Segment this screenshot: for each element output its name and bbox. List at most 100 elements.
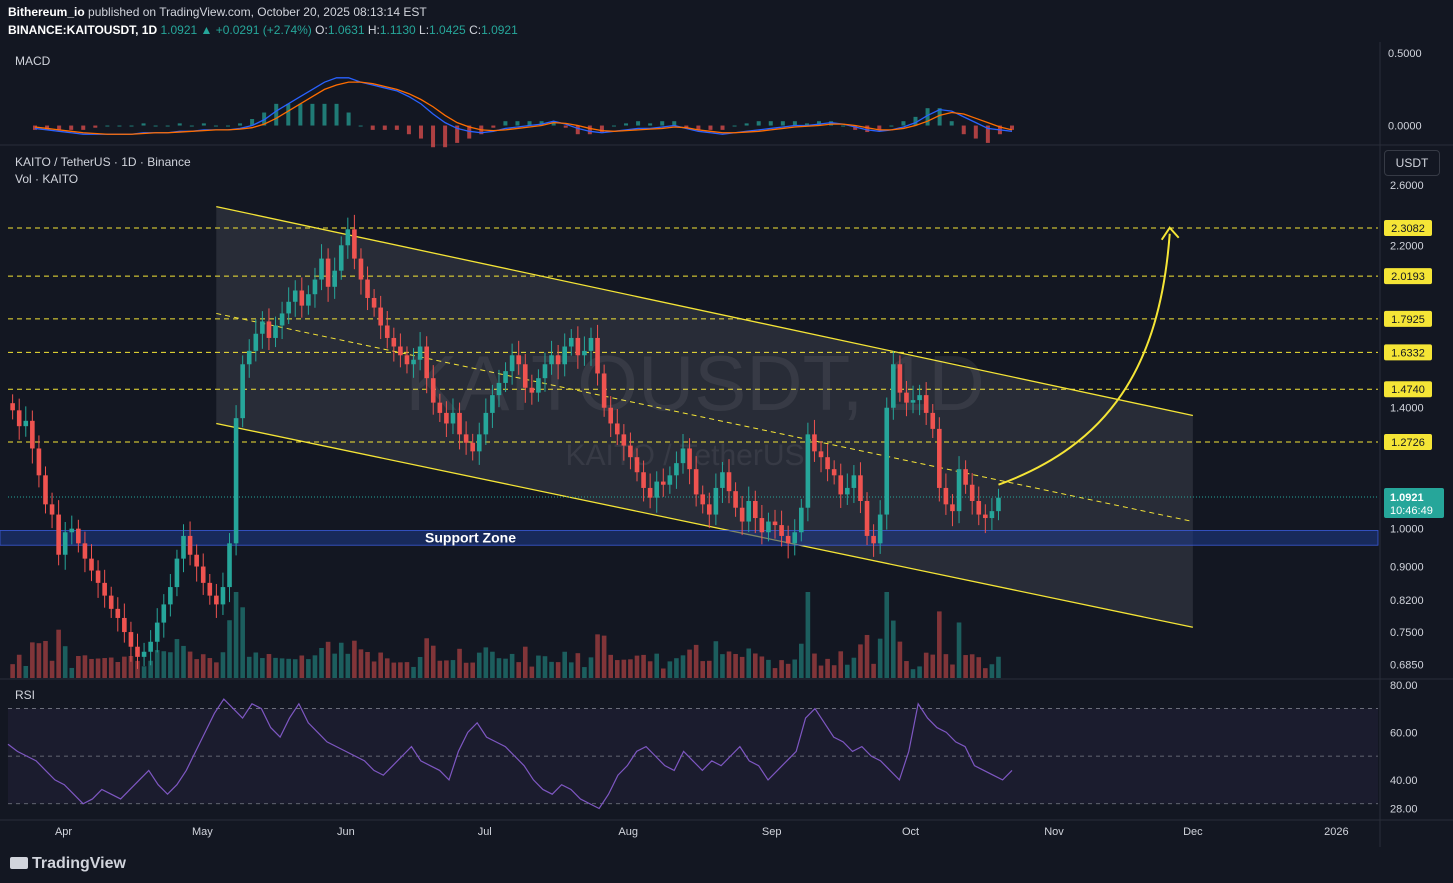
candle <box>680 448 686 464</box>
candle <box>457 412 462 435</box>
candle <box>312 279 318 295</box>
candle <box>654 481 660 498</box>
macd-histogram-bar <box>33 125 37 130</box>
macd-histogram-bar <box>225 125 230 127</box>
main-pane-title[interactable]: KAITO / TetherUS · 1D · Binance <box>15 155 191 169</box>
volume-bar <box>799 643 804 678</box>
macd-histogram-bar <box>81 125 86 130</box>
candle <box>496 382 502 396</box>
volume-bar <box>378 652 383 678</box>
volume-bar <box>161 651 167 678</box>
time-tick-label: Nov <box>1044 826 1064 838</box>
candle <box>522 364 528 388</box>
candle <box>575 337 581 356</box>
macd-histogram-bar <box>298 103 303 126</box>
candle <box>542 364 548 379</box>
volume-bar <box>700 661 706 678</box>
volume-bar <box>956 622 962 678</box>
volume-bar <box>693 644 699 678</box>
volume-bar <box>943 654 949 678</box>
volume-bar <box>128 656 134 678</box>
channel-mid-line <box>216 312 1193 523</box>
macd-histogram-bar <box>141 123 146 126</box>
volume-label[interactable]: Vol · KAITO <box>15 172 79 186</box>
candle <box>910 400 916 403</box>
volume-bar <box>82 655 88 678</box>
volume-bar <box>555 662 561 678</box>
candle <box>930 412 936 429</box>
rsi-pane-label[interactable]: RSI <box>15 688 36 702</box>
volume-bar <box>989 664 995 678</box>
macd-histogram-bar <box>527 121 532 126</box>
candle <box>43 475 48 505</box>
volume-bar <box>858 644 863 678</box>
candle <box>996 497 1001 512</box>
candle <box>608 407 614 424</box>
volume-bar <box>292 659 298 678</box>
volume-bar <box>983 668 988 678</box>
candle <box>779 525 784 536</box>
volume-bar <box>352 640 357 678</box>
candle <box>792 532 798 544</box>
macd-histogram-bar <box>117 125 122 127</box>
volume-bar <box>69 667 75 678</box>
volume-bar <box>792 659 798 678</box>
macd-histogram-bar <box>636 121 641 126</box>
volume-bar <box>338 642 344 678</box>
publisher-name[interactable]: Bithereum_io <box>8 5 85 19</box>
macd-histogram-bar <box>973 125 978 139</box>
volume-bar <box>660 668 666 678</box>
symbol-label[interactable]: BINANCE:KAITOUSDT, 1D <box>8 23 158 37</box>
candle <box>509 355 515 372</box>
volume-bar <box>95 658 101 678</box>
volume-bar <box>884 592 890 678</box>
candle <box>634 457 640 473</box>
brand-name: TradingView <box>32 855 126 872</box>
macd-histogram-bar <box>877 125 882 130</box>
volume-bar <box>181 645 186 678</box>
candle <box>529 387 535 393</box>
volume-bar <box>76 656 81 678</box>
candle <box>693 469 699 495</box>
volume-bar <box>766 659 771 678</box>
volume-bar <box>503 658 508 678</box>
tradingview-logo[interactable]: TradingView <box>10 855 126 873</box>
macd-histogram-bar <box>744 123 749 126</box>
volume-bar <box>10 664 15 678</box>
candle <box>49 504 55 515</box>
macd-histogram-bar <box>696 125 701 130</box>
volume-bar <box>720 654 725 678</box>
volume-bar <box>325 641 331 678</box>
candle <box>660 481 666 485</box>
candle <box>253 333 259 351</box>
footer-bar <box>0 847 1453 883</box>
candle <box>398 346 403 356</box>
volume-bar <box>148 660 153 678</box>
volume-bar <box>588 657 594 678</box>
close-label: C: <box>469 23 482 37</box>
volume-bar <box>49 660 55 678</box>
price-tick-label: 1.0000 <box>1390 524 1424 536</box>
volume-bar <box>404 662 410 678</box>
open-value: 1.0631 <box>327 23 365 37</box>
currency-button[interactable]: USDT <box>1384 150 1440 176</box>
macd-histogram-bar <box>105 125 110 127</box>
candle <box>181 535 186 559</box>
volume-bar <box>536 655 541 678</box>
rsi-tick-label: 28.00 <box>1390 803 1418 815</box>
macd-pane-label[interactable]: MACD <box>15 54 51 68</box>
time-tick-label: Jun <box>337 826 355 838</box>
candle <box>516 355 521 365</box>
candle <box>10 403 15 411</box>
volume-bar <box>141 666 147 678</box>
candle <box>220 587 226 605</box>
macd-histogram-bar <box>93 125 98 128</box>
candle <box>358 258 364 280</box>
macd-histogram-bar <box>587 125 592 135</box>
volume-bar <box>568 662 574 678</box>
macd-histogram-bar <box>672 121 677 126</box>
candle <box>614 423 620 435</box>
candle <box>233 418 239 544</box>
volume-bar <box>411 666 416 678</box>
